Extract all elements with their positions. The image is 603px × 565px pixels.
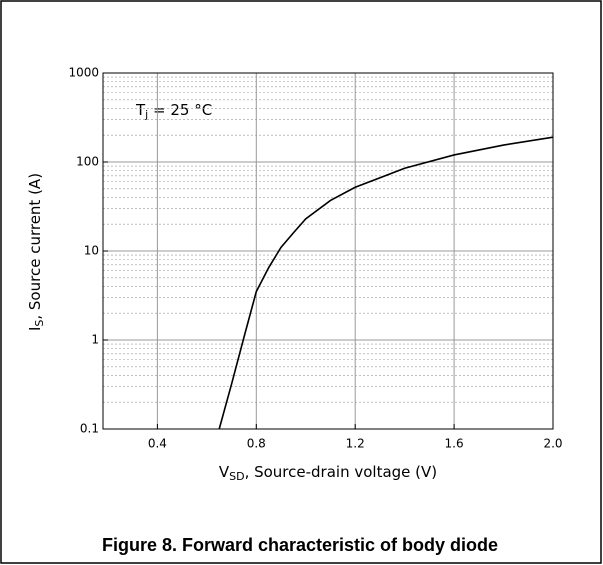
y-tick-label: 1 [91, 333, 99, 347]
y-tick-label: 10 [84, 244, 99, 258]
y-label-rest: , Source current (A) [26, 173, 44, 320]
annotation: Tj = 25 °C [135, 101, 212, 122]
caption: Figure 8. Forward characteristic of body… [102, 535, 498, 555]
x-label-sub: SD [229, 470, 244, 483]
plot-frame [102, 72, 554, 430]
x-axis-label: VSD, Source-drain voltage (V) [219, 463, 437, 484]
y-tick-label: 0.1 [80, 422, 99, 436]
y-tick-label: 100 [76, 155, 99, 169]
x-tick-label: 2.0 [543, 437, 562, 451]
y-axis-label: IS, Source current (A) [26, 173, 47, 331]
x-label-rest: , Source-drain voltage (V) [245, 463, 438, 481]
x-tick-label: 0.8 [247, 437, 266, 451]
curve [218, 136, 554, 430]
y-label-sub: S [33, 320, 46, 327]
x-tick-label: 1.2 [346, 437, 365, 451]
y-label-main: I [26, 327, 44, 331]
annotation-sub: j [144, 108, 148, 121]
y-tick-label: 1000 [68, 66, 99, 80]
annotation-rest: = 25 °C [148, 101, 212, 119]
annotation-main: T [135, 101, 146, 119]
x-tick-label: 1.6 [445, 437, 464, 451]
x-tick-label: 0.4 [148, 437, 167, 451]
x-label-main: V [219, 463, 230, 481]
